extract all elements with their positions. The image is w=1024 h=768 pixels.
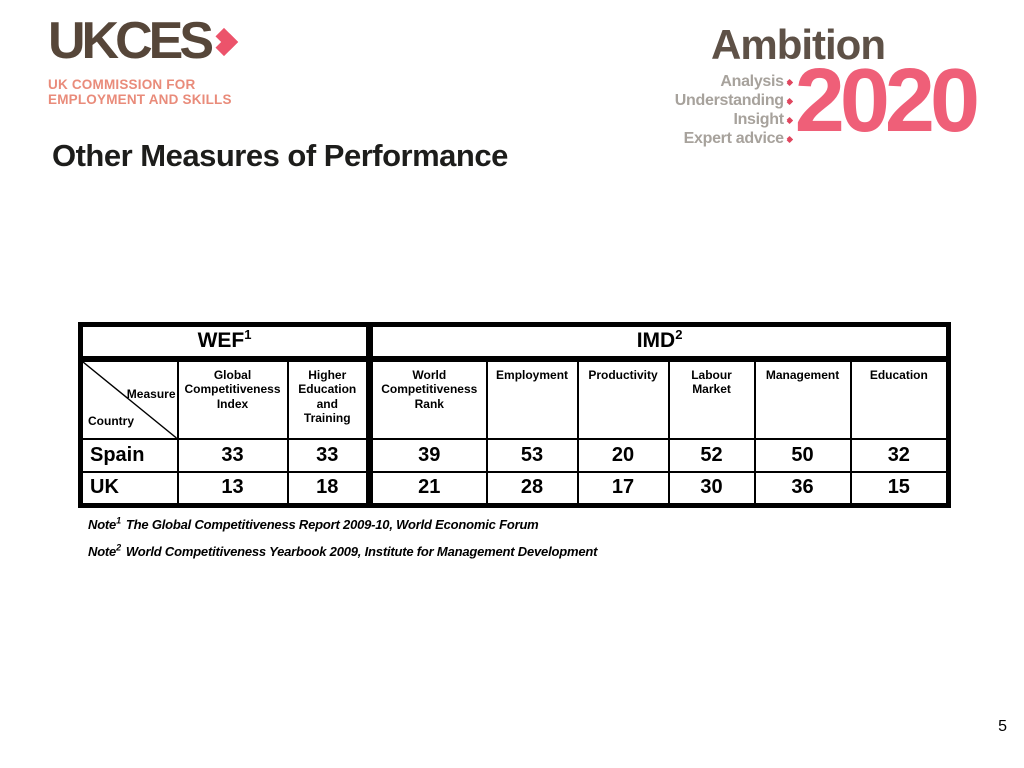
column-header-higher-education-and-training: Higher Education and Training xyxy=(286,358,371,440)
value-cell: 18 xyxy=(286,471,371,506)
ambition-tagline-insight: Insight xyxy=(733,110,793,130)
footnote-label: Note2 xyxy=(88,542,121,559)
corner-measure-country-cell: Measure Country xyxy=(79,358,179,440)
group-superscript: 1 xyxy=(244,327,252,342)
footnote-superscript: 2 xyxy=(116,542,121,553)
column-header-management: Management xyxy=(753,358,852,440)
column-header-productivity: Productivity xyxy=(576,358,670,440)
column-header-world-competitiveness-rank: World Competitiveness Rank xyxy=(366,358,488,440)
footnote-2: Note2 World Competitiveness Yearbook 2009… xyxy=(88,542,597,558)
value-cell: 32 xyxy=(849,438,950,473)
ukces-arrow-icon xyxy=(209,28,239,57)
value-cell: 39 xyxy=(366,438,488,473)
footnote-text: The Global Competitiveness Report 2009-1… xyxy=(125,517,539,533)
value-cell: 36 xyxy=(753,471,852,506)
tagline-label: Analysis xyxy=(720,73,784,90)
value-cell: 53 xyxy=(485,438,579,473)
tagline-label: Understanding xyxy=(674,91,784,109)
column-header-labour-market: Labour Market xyxy=(667,358,756,440)
footnote-superscript: 1 xyxy=(116,516,121,526)
ambition-logo-row: Analysis Understanding Insight Expert ad… xyxy=(674,51,980,151)
corner-measure-label: Measure xyxy=(126,387,176,401)
chevron-right-icon xyxy=(785,135,793,143)
chevron-right-icon xyxy=(785,116,793,124)
group-superscript: 2 xyxy=(675,327,683,342)
value-cell: 20 xyxy=(576,438,670,473)
footnote-word: Note xyxy=(88,517,117,533)
footnote-word: Note xyxy=(88,543,117,559)
ukces-logo: UKCES UK COMMISSION FOR EMPLOYMENT AND S… xyxy=(48,12,239,108)
group-header-imd: IMD2 xyxy=(366,322,952,362)
group-label: WEF xyxy=(197,329,245,352)
country-cell: UK xyxy=(79,471,179,506)
footnote-text: World Competitiveness Yearbook 2009, Ins… xyxy=(125,543,598,559)
diagonal-line xyxy=(83,362,177,438)
value-cell: 50 xyxy=(753,438,852,473)
value-cell: 17 xyxy=(576,471,670,506)
group-label: IMD xyxy=(636,329,676,352)
ambition-title: Ambition xyxy=(711,21,886,68)
value-cell: 33 xyxy=(286,438,371,473)
value-cell: 30 xyxy=(667,471,756,506)
value-cell: 13 xyxy=(176,471,289,506)
country-cell: Spain xyxy=(79,438,179,473)
ukces-subtitle-line2: EMPLOYMENT AND SKILLS xyxy=(48,92,232,108)
column-header-education: Education xyxy=(849,358,950,440)
performance-table: WEF1 IMD2 Measure Country Global Competi… xyxy=(77,322,952,508)
corner-country-label: Country xyxy=(88,414,134,428)
column-header-employment: Employment xyxy=(485,358,579,440)
tagline-label: Expert advice xyxy=(683,129,784,147)
footnote-label: Note1 xyxy=(88,516,121,533)
table-row-spain: Spain 33 33 39 53 20 52 50 32 xyxy=(79,438,950,473)
table-column-header-row: Measure Country Global Competitiveness I… xyxy=(79,358,950,440)
ambition-year: 2020 xyxy=(794,51,980,151)
table-row-uk: UK 13 18 21 28 17 30 36 15 xyxy=(79,471,950,506)
value-cell: 52 xyxy=(667,438,756,473)
ukces-subtitle: UK COMMISSION FOR EMPLOYMENT AND SKILLS xyxy=(48,77,234,108)
column-header-global-competitiveness-index: Global Competitiveness Index xyxy=(176,358,289,440)
group-header-wef: WEF1 xyxy=(77,322,373,362)
table-group-header-row: WEF1 IMD2 xyxy=(77,322,952,362)
value-cell: 28 xyxy=(485,471,579,506)
footnote-1: Note1 The Global Competitiveness Report 2… xyxy=(88,516,597,532)
ambition-tagline-analysis: Analysis xyxy=(720,73,793,92)
tagline-label: Insight xyxy=(733,110,784,128)
ambition-tagline-list: Analysis Understanding Insight Expert ad… xyxy=(674,73,793,149)
ambition-2020-logo: Ambition Analysis Understanding Insight … xyxy=(674,21,980,151)
ambition-tagline-understanding: Understanding xyxy=(674,91,793,111)
chevron-right-icon xyxy=(785,78,793,86)
value-cell: 15 xyxy=(849,471,950,506)
ukces-logo-row: UKCES xyxy=(48,12,239,70)
ambition-tagline-expert-advice: Expert advice xyxy=(683,129,793,149)
page-number: 5 xyxy=(998,718,1007,735)
footnotes: Note1 The Global Competitiveness Report 2… xyxy=(88,516,597,569)
ukces-subtitle-line1: UK COMMISSION FOR xyxy=(48,76,196,92)
value-cell: 33 xyxy=(176,438,289,473)
chevron-right-icon xyxy=(785,97,793,105)
ukces-logo-text: UKCES xyxy=(48,12,214,70)
page-title: Other Measures of Performance xyxy=(52,138,508,173)
value-cell: 21 xyxy=(366,471,488,506)
